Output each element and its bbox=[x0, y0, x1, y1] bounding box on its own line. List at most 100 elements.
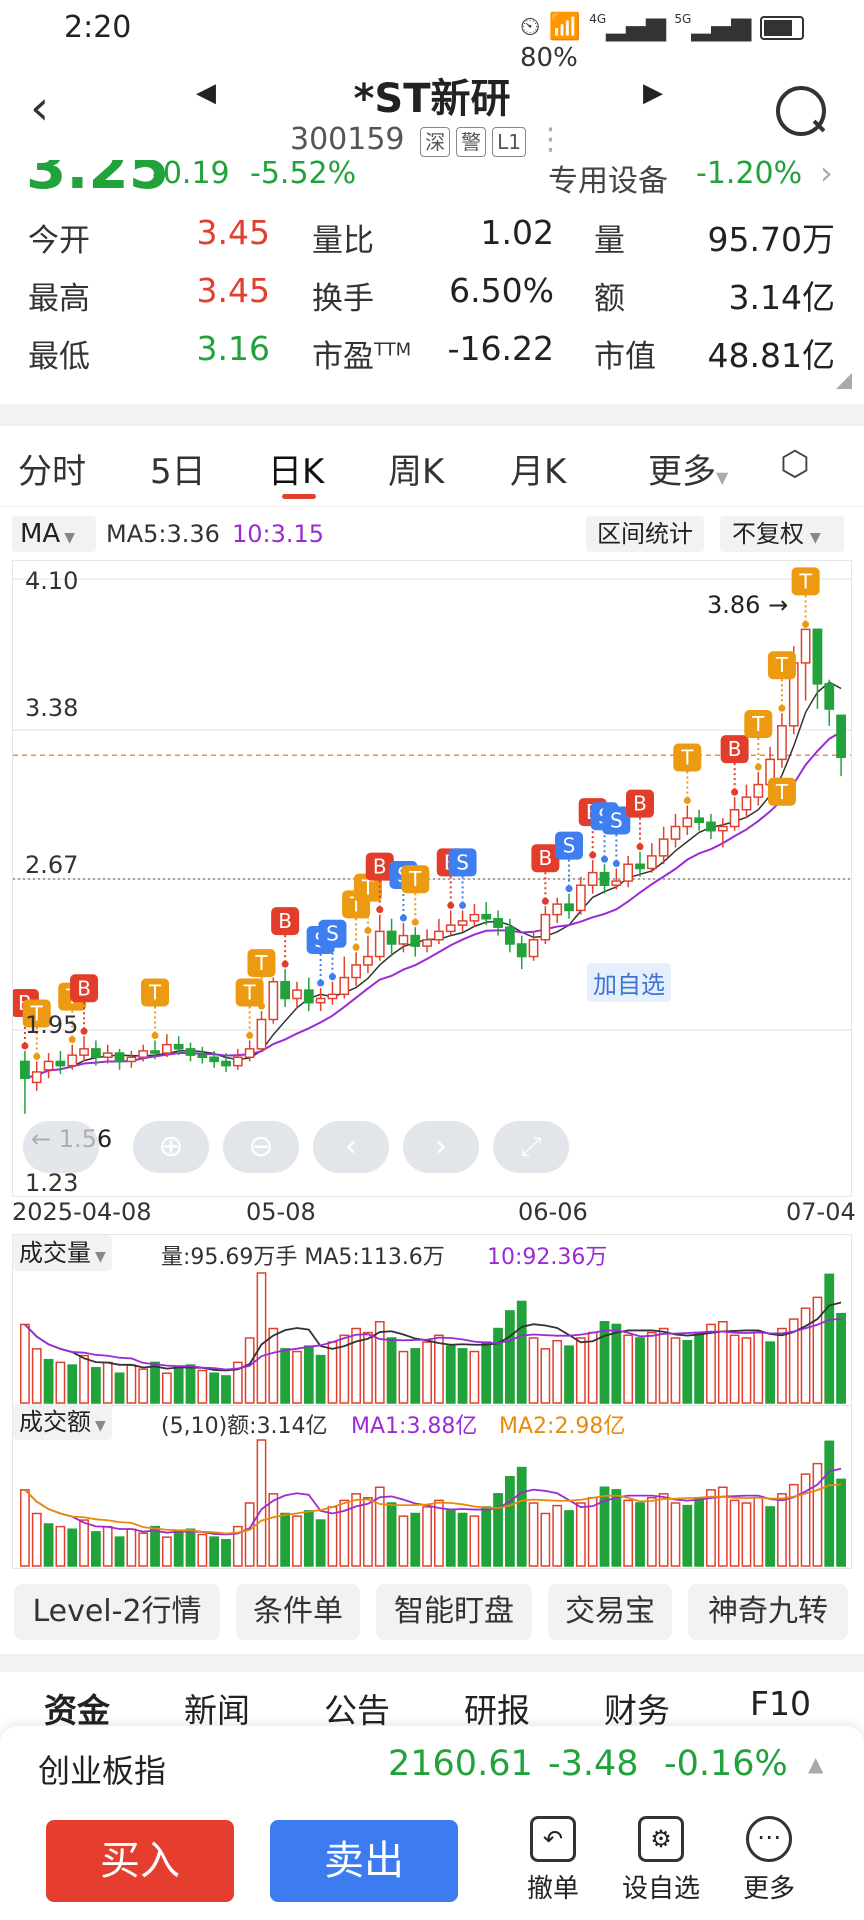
tab-finance[interactable]: 财务 bbox=[604, 1691, 670, 1730]
candle-body bbox=[670, 825, 681, 840]
volume-bar bbox=[611, 1323, 622, 1404]
volume-bar bbox=[90, 1367, 101, 1404]
more-button[interactable]: ⋯ 更多 bbox=[732, 1816, 806, 1905]
status-time: 2:20 bbox=[64, 10, 132, 45]
chip-magic-nine[interactable]: 神奇九转 bbox=[688, 1584, 848, 1640]
buy-button[interactable]: 买入 bbox=[46, 1820, 234, 1902]
label-volume: 量 bbox=[594, 223, 625, 259]
scroll-left-icon[interactable]: ‹ bbox=[313, 1121, 389, 1173]
caret-up-icon[interactable]: ▲ bbox=[808, 1752, 824, 1776]
expand-corner-icon[interactable] bbox=[836, 373, 852, 389]
indicator-select[interactable]: MA ▼ bbox=[12, 516, 96, 552]
volume-bar bbox=[126, 1528, 137, 1567]
trade-marker-label: T bbox=[798, 569, 812, 593]
tab-monthly-k[interactable]: 月K bbox=[510, 452, 567, 492]
adjust-select[interactable]: 不复权 ▼ bbox=[720, 516, 844, 552]
settings-hexagon-icon[interactable]: ⬡ bbox=[780, 444, 810, 484]
volume-bar bbox=[457, 1512, 468, 1567]
chip-smart-monitor[interactable]: 智能盯盘 bbox=[376, 1584, 532, 1640]
amount-indicator-select[interactable]: 成交额 ▼ bbox=[13, 1404, 112, 1440]
candle-body bbox=[658, 838, 669, 857]
zoom-in-icon[interactable]: ⊕ bbox=[133, 1121, 209, 1173]
candle-body bbox=[410, 934, 421, 947]
candle-body bbox=[374, 930, 385, 958]
tab-announcements[interactable]: 公告 bbox=[324, 1691, 390, 1730]
sector-change: -1.20% bbox=[696, 160, 803, 191]
volume-panel[interactable]: 成交量 ▼ 量:95.69万手 MA5:113.6万 10:92.36万 bbox=[12, 1234, 852, 1406]
trade-marker-dot bbox=[612, 859, 620, 867]
kline-chart-area[interactable]: BTTBTTTBSSTTBSTBSBSBSSBTBTTTT 4.10 3.38 … bbox=[12, 560, 852, 1197]
fullscreen-icon[interactable]: ⤢ bbox=[493, 1121, 569, 1173]
trade-marker-dot bbox=[683, 797, 691, 805]
tab-funds[interactable]: 资金 bbox=[44, 1691, 110, 1730]
chip-conditional-order[interactable]: 条件单 bbox=[236, 1584, 360, 1640]
amount-panel[interactable]: 成交额 ▼ (5,10)额:3.14亿 MA1:3.88亿 MA2:2.98亿 bbox=[12, 1404, 852, 1569]
value-high: 3.45 bbox=[196, 271, 270, 310]
volume-indicator-select[interactable]: 成交量 ▼ bbox=[13, 1235, 112, 1271]
candle-body bbox=[564, 903, 574, 912]
tab-weekly-k[interactable]: 周K bbox=[388, 452, 445, 492]
volume-bar bbox=[599, 1486, 610, 1567]
amount-ma1: MA1:3.88亿 bbox=[351, 1414, 478, 1439]
tab-news[interactable]: 新闻 bbox=[184, 1691, 250, 1730]
candle-body bbox=[812, 628, 823, 685]
trade-marker-dot bbox=[589, 851, 597, 859]
trade-marker bbox=[791, 567, 820, 596]
volume-bar bbox=[126, 1364, 137, 1404]
sector-name[interactable]: 专用设备 bbox=[548, 164, 668, 196]
index-bar[interactable]: 创业板指 2160.61 -3.48 -0.16% ▲ bbox=[0, 1726, 864, 1802]
signal-icon: ▂▄▆ bbox=[606, 12, 667, 42]
search-icon[interactable] bbox=[776, 86, 826, 136]
back-icon[interactable]: ‹ bbox=[30, 80, 50, 136]
tab-more[interactable]: 更多▼ bbox=[648, 444, 728, 493]
tab-daily-k[interactable]: 日K bbox=[268, 452, 325, 492]
chip-trade-treasure[interactable]: 交易宝 bbox=[548, 1584, 672, 1640]
more-dots-icon: ⋯ bbox=[746, 1816, 792, 1862]
trade-marker-label: T bbox=[148, 980, 162, 1004]
cancel-order-button[interactable]: ↶ 撤单 bbox=[516, 1816, 590, 1905]
volume-bar bbox=[611, 1489, 622, 1567]
volume-bar bbox=[753, 1497, 764, 1567]
chip-level2[interactable]: Level-2行情 bbox=[14, 1584, 220, 1640]
candle-body bbox=[90, 1048, 101, 1058]
trade-marker bbox=[141, 978, 170, 1007]
volume-bar bbox=[694, 1497, 705, 1567]
tab-5day[interactable]: 5日 bbox=[150, 452, 206, 492]
scroll-left-fast-icon[interactable] bbox=[23, 1121, 99, 1173]
volume-bar bbox=[150, 1361, 160, 1404]
battery-level: 80% bbox=[520, 43, 578, 73]
tab-f10[interactable]: F10 bbox=[750, 1684, 811, 1723]
volume-bar bbox=[682, 1339, 693, 1404]
more-dots-icon: ⋮ bbox=[535, 122, 566, 157]
volume-bar bbox=[457, 1348, 468, 1404]
zoom-out-icon[interactable]: ⊖ bbox=[223, 1121, 299, 1173]
trade-marker-dot bbox=[151, 1031, 159, 1039]
volume-bar bbox=[67, 1528, 78, 1567]
tab-research[interactable]: 研报 bbox=[464, 1691, 530, 1730]
volume-bar bbox=[280, 1348, 291, 1404]
trade-marker-dot bbox=[33, 1052, 41, 1060]
trade-marker-label: T bbox=[243, 980, 257, 1004]
next-stock-icon[interactable]: ▶ bbox=[643, 78, 663, 108]
kline-chart[interactable]: BTTBTTTBSSTTBSTBSBSBSSBTBTTTT bbox=[13, 561, 851, 1196]
prev-stock-icon[interactable]: ◀ bbox=[196, 78, 216, 108]
add-watch-tag[interactable]: 加自选 bbox=[587, 963, 671, 1002]
section-divider bbox=[0, 404, 864, 426]
label-open: 今开 bbox=[28, 223, 90, 259]
candle-body bbox=[457, 920, 468, 926]
chevron-right-icon[interactable]: › bbox=[820, 160, 833, 192]
set-watch-button[interactable]: ⚙ 设自选 bbox=[616, 1816, 706, 1905]
tab-intraday[interactable]: 分时 bbox=[18, 452, 86, 492]
trade-marker-label: B bbox=[77, 976, 91, 1000]
volume-bar bbox=[268, 1493, 279, 1567]
sell-button[interactable]: 卖出 bbox=[270, 1820, 458, 1902]
candle-body bbox=[292, 989, 302, 1000]
candle-body bbox=[185, 1048, 196, 1056]
scroll-right-icon[interactable]: › bbox=[403, 1121, 479, 1173]
value-turnover: 6.50% bbox=[449, 271, 554, 310]
range-stats-button[interactable]: 区间统计 bbox=[586, 516, 704, 552]
volume-bar bbox=[422, 1506, 432, 1567]
trade-marker-dot bbox=[328, 973, 336, 981]
volume-bar bbox=[422, 1341, 432, 1404]
volume-bar bbox=[90, 1531, 101, 1567]
